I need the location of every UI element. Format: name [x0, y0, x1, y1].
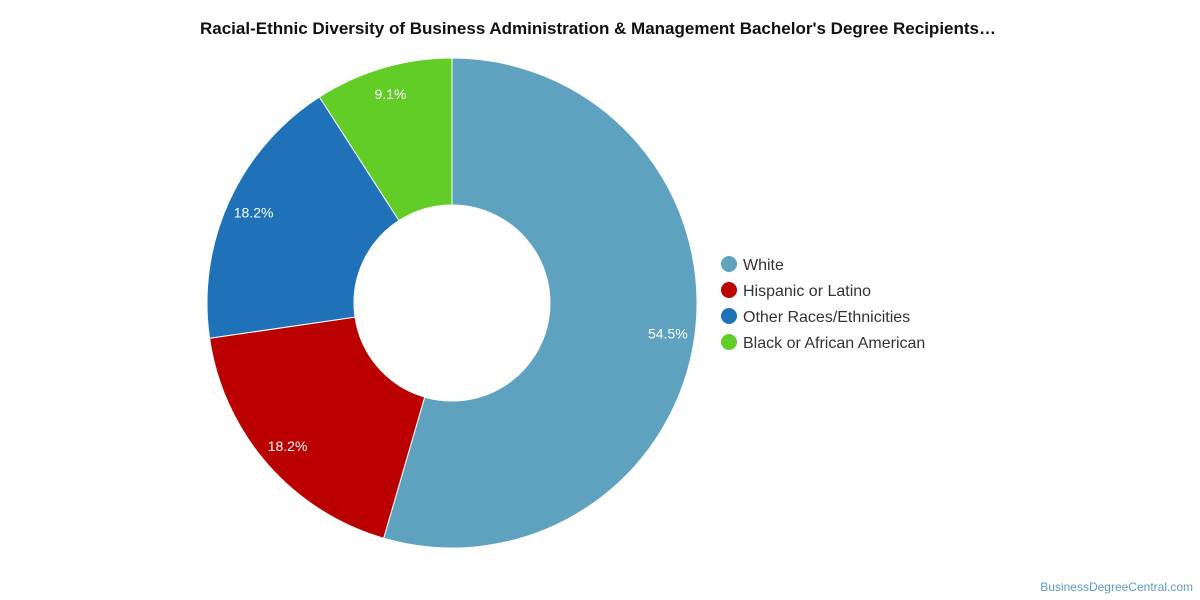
legend-label-hispanic-or-latino[interactable]: Hispanic or Latino — [743, 283, 871, 300]
pie-slice-other-races-ethnicities[interactable] — [206, 96, 400, 339]
legend-label-black-or-african-american[interactable]: Black or African American — [743, 335, 925, 352]
chart-title: Racial-Ethnic Diversity of Business Admi… — [200, 19, 996, 38]
source-credit[interactable]: BusinessDegreeCentral.com — [1040, 580, 1193, 594]
pie-slice-white[interactable] — [383, 57, 698, 549]
pie-slice-black-or-african-american[interactable] — [318, 57, 453, 222]
pie-slices — [206, 57, 698, 549]
legend-marker-white[interactable] — [721, 256, 737, 272]
slice-label-black-or-african-american: 9.1% — [375, 86, 407, 102]
legend: White Hispanic or Latino Other Races/Ethni… — [721, 256, 925, 352]
legend-marker-other-races-ethnicities[interactable] — [721, 308, 737, 324]
legend-marker-hispanic-or-latino[interactable] — [721, 282, 737, 298]
slice-label-other-races-ethnicities: 18.2% — [234, 205, 274, 221]
pie-slice-hispanic-or-latino[interactable] — [208, 316, 426, 539]
legend-marker-black-or-african-american[interactable] — [721, 334, 737, 350]
legend-label-other-races-ethnicities[interactable]: Other Races/Ethnicities — [743, 309, 910, 326]
slice-labels: 54.5% 18.2% 18.2% 9.1% — [234, 86, 688, 454]
legend-label-white[interactable]: White — [743, 257, 784, 274]
slice-label-hispanic-or-latino: 18.2% — [268, 438, 308, 454]
slice-label-white: 54.5% — [648, 326, 688, 342]
